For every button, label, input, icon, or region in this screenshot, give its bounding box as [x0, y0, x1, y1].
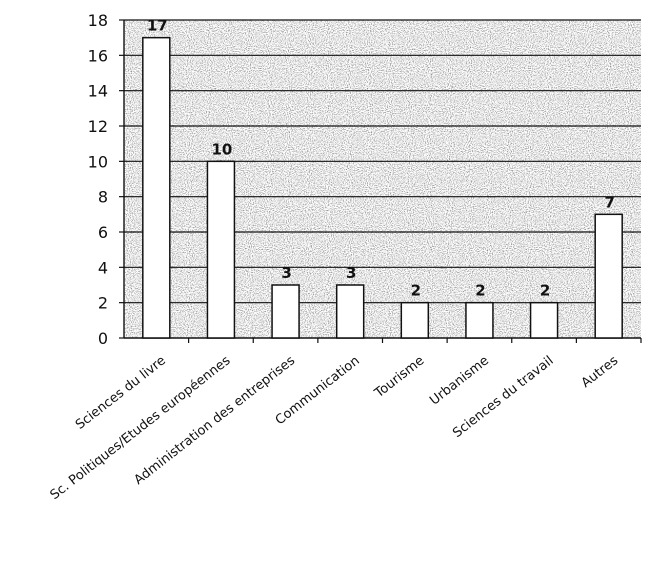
- data-label-1: 17: [147, 17, 168, 35]
- y-tick-label-14: 14: [88, 82, 108, 101]
- bar-7: [529, 301, 559, 339]
- x-tick-label-5: Tourisme: [371, 353, 427, 401]
- data-label-8: 7: [604, 193, 614, 211]
- bar-2: [206, 160, 236, 339]
- y-tick-label-12: 12: [88, 117, 108, 136]
- data-label-3: 3: [281, 264, 291, 282]
- y-tick-label-4: 4: [98, 258, 108, 277]
- data-label-4: 3: [346, 264, 356, 282]
- data-label-6: 2: [475, 282, 485, 300]
- bar-8: [594, 213, 623, 339]
- x-tick-label-6: Urbanisme: [427, 353, 492, 408]
- y-tick-label-8: 8: [98, 188, 108, 207]
- y-tick-label-0: 0: [98, 329, 108, 348]
- y-tick-label-2: 2: [98, 294, 108, 313]
- data-label-7: 2: [540, 282, 550, 300]
- bar-1: [142, 36, 171, 339]
- y-tick-label-18: 18: [88, 11, 108, 30]
- y-tick-label-6: 6: [98, 223, 108, 242]
- y-tick-label-10: 10: [88, 152, 108, 171]
- bar-5: [400, 301, 430, 339]
- x-tick-label-8: Autres: [579, 353, 622, 391]
- data-label-2: 10: [212, 140, 233, 158]
- data-label-5: 2: [411, 282, 421, 300]
- plot-background: [124, 20, 641, 338]
- y-tick-label-16: 16: [88, 46, 108, 65]
- bar-6: [465, 301, 494, 339]
- bar-3: [271, 284, 300, 339]
- bar-4: [335, 284, 365, 339]
